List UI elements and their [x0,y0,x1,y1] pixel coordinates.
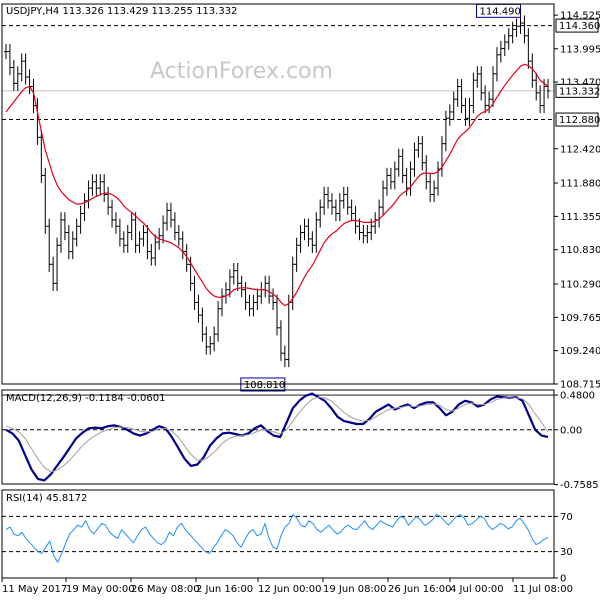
price-level-box [555,83,599,98]
rsi-panel-title: RSI(14) 45.8172 [6,493,87,504]
macd-ytick-label: 0.00 [560,425,582,436]
xtick-label: 2 Jun 16:00 [196,584,253,595]
price-low-annotation-label: 108.810 [244,380,285,391]
price-ytick-label: 114.525 [560,11,600,22]
price-level-label: 113.332 [559,86,600,97]
price-panel-frame [1,3,555,385]
watermark: ActionForex.com [150,59,333,84]
xtick-label: 11 May 2017 [2,584,67,595]
rsi-ytick-label: 70 [560,512,573,523]
rsi-rsi-line [5,514,549,563]
price-ytick-label: 113.470 [560,78,600,89]
rsi-ytick-label: 30 [560,547,573,558]
price-ytick-label: 111.880 [560,179,600,190]
macd-signal-line [5,396,549,473]
price-level-label: 112.880 [559,115,600,126]
macd-panel-frame [1,389,555,485]
macd-macd-line [5,392,549,482]
price-level-label: 114.360 [559,21,600,32]
price-ytick-label: 113.995 [560,44,600,55]
macd-ytick-label: 0.4800 [560,391,595,402]
macd-ytick-label: -0.7585 [560,480,599,491]
rsi-panel-frame [1,489,555,579]
xtick-label: 19 Jun 08:00 [323,584,387,595]
xtick-label: 26 May 08:00 [131,584,200,595]
price-ytick-label: 108.715 [560,380,600,391]
xtick-label: 12 Jun 00:00 [258,584,322,595]
price-ytick-label: 111.355 [560,212,600,223]
xtick-label: 4 Jul 00:00 [450,584,504,595]
price-level-box [555,18,599,33]
price-moving-average-line [5,63,549,307]
rsi-ytick-label: 0 [560,574,566,585]
price-high-annotation-label: 114.490 [480,6,521,17]
price-ytick-label: 112.420 [560,144,600,155]
xtick-label: 11 Jul 08:00 [513,584,573,595]
price-ytick-label: 109.765 [560,313,600,324]
xtick-label: 19 May 00:00 [66,584,135,595]
xtick-label: 26 Jun 16:00 [388,584,452,595]
price-ytick-label: 109.240 [560,346,600,357]
price-ytick-label: 110.290 [560,280,600,291]
price-ytick-label: 110.830 [560,245,600,256]
macd-panel-title: MACD(12,26,9) -0.1184 -0.0601 [6,393,166,404]
price-panel-title: USDJPY,H4 113.326 113.429 113.255 113.33… [6,6,237,17]
price-level-box [555,112,599,127]
